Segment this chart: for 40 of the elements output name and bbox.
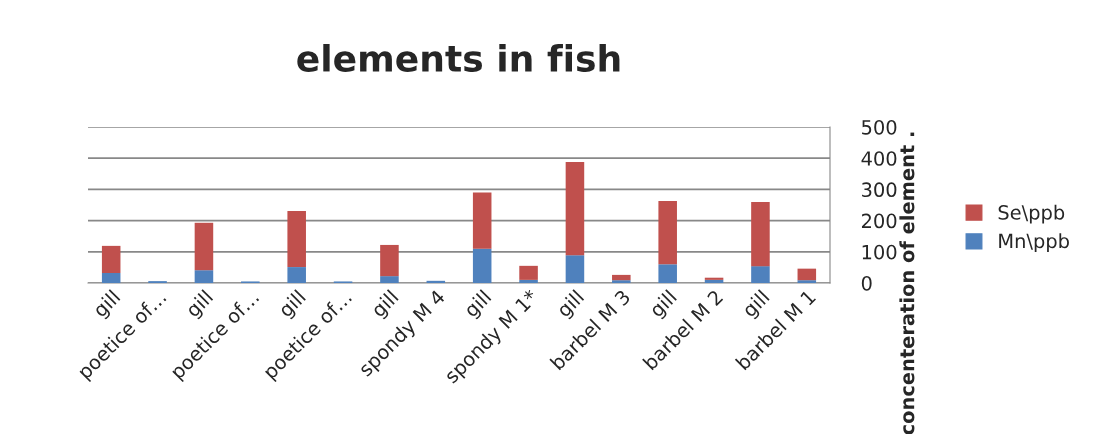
bar [658, 264, 677, 283]
bar [751, 201, 770, 267]
bar [519, 279, 538, 283]
bar [519, 265, 538, 280]
y-tick-label: 200 [861, 213, 897, 229]
y-tick-label: 300 [862, 182, 897, 198]
bar [287, 210, 306, 268]
y-tick-label: 100 [862, 244, 897, 260]
x-tick-label: gill [462, 289, 495, 321]
x-tick-label: gill [555, 289, 587, 321]
bar [101, 245, 121, 274]
bar [472, 192, 492, 249]
bar [565, 255, 585, 283]
chart-title: elements in fish [297, 44, 620, 72]
bar [797, 268, 817, 281]
bar [380, 276, 399, 283]
bar [751, 266, 770, 283]
bar [194, 270, 214, 283]
y-tick-label: 0 [861, 275, 872, 291]
legend-label: Se\ppb [998, 204, 1065, 224]
bar [380, 244, 399, 277]
bar [101, 273, 121, 283]
x-tick-label: gill [277, 289, 309, 321]
x-tick-label: gill [184, 289, 216, 321]
bar [287, 267, 306, 283]
x-tick-label: gill [370, 289, 402, 321]
bar [194, 222, 214, 271]
x-tick-label: gill [648, 289, 680, 321]
bar [797, 280, 817, 283]
y-axis-title: concenteration of element . [899, 132, 915, 434]
bar [612, 280, 631, 283]
y-tick-label: 500 [862, 119, 897, 135]
legend-label: Mn\ppb [999, 233, 1069, 253]
bar [565, 161, 585, 256]
bar [658, 200, 677, 265]
y-tick-label: 400 [861, 151, 897, 166]
bar [472, 248, 492, 283]
x-tick-label: gill [741, 289, 773, 321]
x-tick-label: gill [91, 289, 124, 321]
bar [612, 274, 631, 281]
